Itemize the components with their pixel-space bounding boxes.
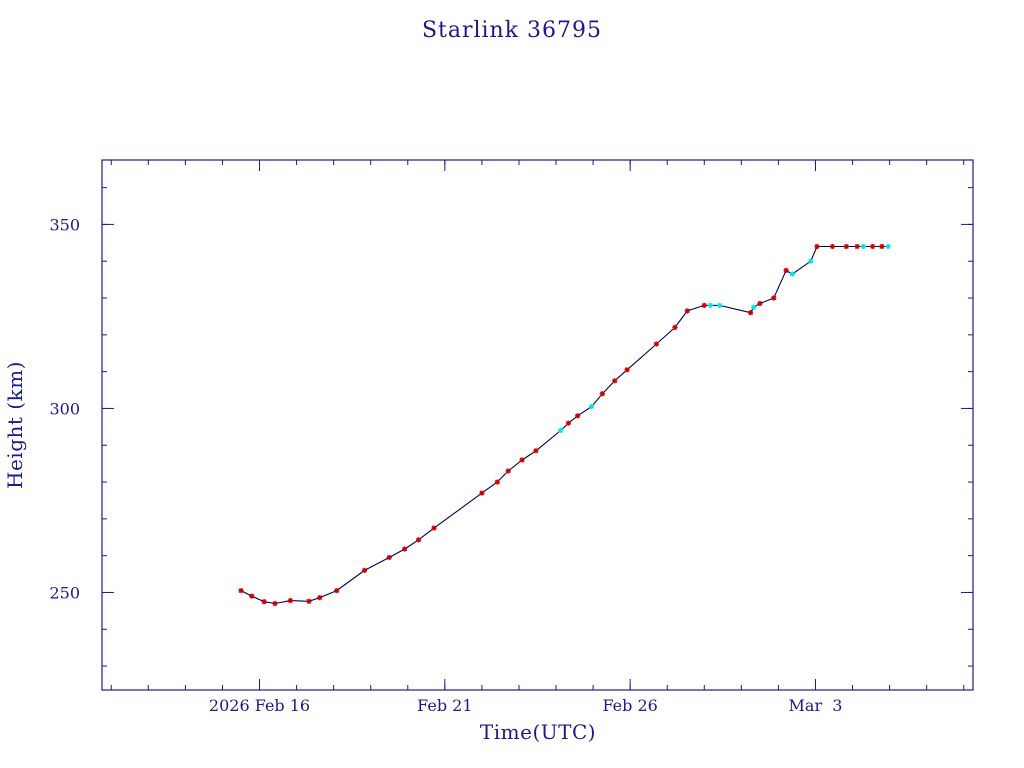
data-point xyxy=(808,258,814,264)
data-point xyxy=(653,341,660,347)
data-point xyxy=(751,304,757,310)
x-tick-label: Feb 21 xyxy=(417,696,472,715)
data-point xyxy=(870,243,876,250)
data-point xyxy=(789,271,795,277)
data-point xyxy=(558,427,564,434)
data-point xyxy=(249,593,255,599)
data-point xyxy=(771,295,777,301)
data-point xyxy=(272,600,278,607)
data-point xyxy=(757,300,763,307)
data-point xyxy=(494,479,500,485)
x-tick-label: 2026 Feb 16 xyxy=(209,696,310,715)
tick-labels: 2026 Feb 16 Feb 21 Feb 26 Mar 3 250 300 350 xyxy=(49,215,842,715)
data-point xyxy=(612,378,618,384)
data-point xyxy=(748,310,754,316)
data-point xyxy=(684,308,690,314)
plot-frame xyxy=(101,159,974,691)
data-point xyxy=(238,588,244,594)
x-tick-label: Mar 3 xyxy=(789,696,843,715)
data-point xyxy=(431,525,437,531)
data-point xyxy=(261,599,267,605)
tick-marks xyxy=(102,160,973,690)
y-tick-label: 350 xyxy=(49,215,80,234)
data-point xyxy=(599,391,605,397)
data-point xyxy=(575,413,581,419)
data-point xyxy=(505,468,511,474)
data-point xyxy=(814,243,820,250)
data-point xyxy=(415,537,422,543)
data-point xyxy=(783,267,789,274)
data-point xyxy=(361,567,368,573)
data-point xyxy=(479,490,485,496)
data-point xyxy=(519,457,525,463)
data-point xyxy=(854,243,860,250)
data-markers xyxy=(238,243,891,607)
data-point xyxy=(843,243,849,250)
data-point xyxy=(672,324,678,331)
data-point xyxy=(707,302,714,308)
data-point xyxy=(287,597,294,604)
series-line xyxy=(240,245,889,605)
data-point xyxy=(402,546,408,552)
y-tick-label: 300 xyxy=(49,399,80,418)
y-tick-label: 250 xyxy=(49,583,80,602)
chart-title: Starlink 36795 xyxy=(422,18,602,43)
data-point xyxy=(306,598,312,604)
x-tick-label: Feb 26 xyxy=(602,696,657,715)
data-point xyxy=(717,302,723,308)
data-point xyxy=(879,243,885,250)
data-point xyxy=(386,554,392,561)
x-axis-label: Time(UTC) xyxy=(480,720,596,744)
data-point xyxy=(334,588,340,594)
data-point xyxy=(624,367,630,373)
data-point xyxy=(829,243,836,250)
data-point xyxy=(317,595,323,601)
data-point xyxy=(565,420,571,426)
y-axis-label: Height (km) xyxy=(3,361,27,489)
data-point xyxy=(885,243,891,250)
data-point xyxy=(860,243,866,250)
data-point xyxy=(701,302,707,308)
data-point xyxy=(588,403,595,410)
data-point xyxy=(533,448,539,454)
